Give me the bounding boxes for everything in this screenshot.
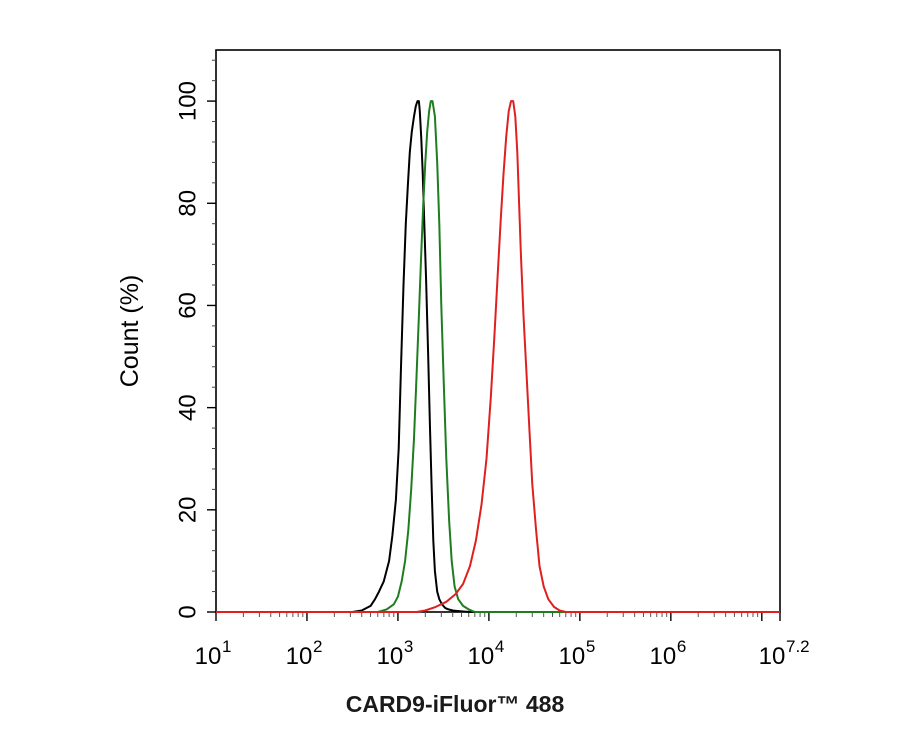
x-tick-label: 10: [559, 643, 586, 670]
x-tick-label: 10: [649, 643, 676, 670]
series-layer: [216, 100, 780, 613]
x-tick-label: 10: [468, 643, 495, 670]
histogram-series-line: [216, 100, 780, 613]
y-tick-label: 60: [175, 292, 202, 319]
x-tick-exponent: 5: [586, 637, 595, 656]
plot-frame: [215, 49, 781, 613]
x-tick-label: 10: [286, 643, 313, 670]
x-tick-label: 10: [377, 643, 404, 670]
x-tick-labels: 10 1 10 2 10 3 10 4 10 5 10 6 10 7.2: [195, 637, 810, 670]
y-tick-label: 100: [175, 81, 202, 121]
y-tick-labels: 0 20 40 60 80 100: [175, 81, 202, 619]
y-tick-label: 80: [175, 190, 202, 217]
y-minor-ticks: [212, 59, 216, 593]
x-tick-exponent: 3: [404, 637, 413, 656]
x-tick-exponent: 6: [677, 637, 686, 656]
histogram-series-line: [216, 100, 780, 613]
y-tick-label: 0: [175, 605, 202, 618]
x-ticks: [215, 612, 781, 621]
y-tick-label: 20: [175, 496, 202, 523]
y-major-ticks: [207, 100, 216, 613]
x-tick-label: 10: [195, 643, 222, 670]
y-axis-title: Count (%): [116, 275, 144, 388]
x-tick-exponent: 1: [222, 637, 231, 656]
x-tick-exponent: 4: [495, 637, 504, 656]
y-tick-label: 40: [175, 394, 202, 421]
x-axis-title: CARD9-iFluor™ 488: [346, 691, 565, 717]
x-tick-exponent: 2: [313, 637, 322, 656]
histogram-series-line: [216, 100, 780, 613]
x-tick-label: 10: [759, 643, 786, 670]
x-tick-exponent: 7.2: [786, 637, 810, 656]
